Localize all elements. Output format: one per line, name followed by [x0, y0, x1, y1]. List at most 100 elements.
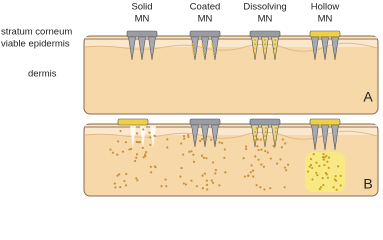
drug-dot — [184, 183, 188, 186]
needle-label: MN — [135, 14, 150, 25]
needle — [201, 36, 209, 61]
needle-base — [249, 118, 281, 126]
drug-dot — [286, 163, 290, 166]
drug-dot — [124, 141, 127, 144]
micro-hole — [150, 126, 156, 148]
coating — [211, 42, 215, 57]
drug-dot — [326, 160, 329, 163]
drug-dot — [142, 156, 145, 159]
drug-dot — [262, 47, 265, 50]
drug-dot — [195, 185, 198, 188]
drug-dot — [316, 173, 319, 177]
drug-dot — [283, 186, 286, 189]
drug-dot — [205, 157, 208, 160]
drug-dot — [259, 186, 262, 189]
needle — [321, 124, 329, 151]
drug-dot — [254, 39, 256, 41]
drug-dot — [224, 171, 227, 174]
coating — [191, 42, 195, 57]
drug-dot — [214, 169, 217, 172]
drug-dot — [206, 188, 209, 191]
drug-dot — [257, 158, 260, 161]
drug-dot — [182, 135, 186, 138]
drug-dot — [218, 184, 221, 187]
drug-dot — [322, 184, 325, 187]
drug-dot — [335, 188, 338, 191]
drug-dot — [264, 43, 266, 46]
drug-dot — [136, 179, 139, 182]
drug-cloud — [305, 152, 345, 192]
drug-dot — [306, 170, 310, 173]
drug-dot — [337, 165, 340, 168]
drug-dot — [144, 155, 147, 158]
drug-dot — [324, 171, 328, 175]
drug-dot — [263, 188, 266, 191]
layer-label: dermis — [28, 69, 57, 80]
drug-dot — [135, 132, 139, 135]
drug-dot — [111, 151, 114, 154]
coating — [201, 42, 205, 57]
layer-label: stratum corneum — [1, 27, 72, 38]
drug-dot — [334, 179, 338, 182]
drug-dot — [272, 135, 275, 137]
drug-dot — [265, 51, 268, 54]
drug-dot — [214, 172, 217, 175]
drug-dot — [242, 157, 245, 160]
needle — [211, 124, 219, 148]
diagram: Solid MN Coated MN Dissolving MN Hollow … — [1, 2, 379, 197]
drug-dot — [254, 135, 257, 137]
drug-dot — [256, 138, 259, 141]
drug-dot — [166, 146, 169, 149]
drug-dot — [164, 178, 167, 181]
drug-dot — [309, 163, 313, 167]
drug-dot — [210, 179, 213, 182]
drug-dot — [285, 169, 288, 172]
needle-base — [189, 118, 221, 126]
needle — [128, 36, 136, 61]
drug-dot — [221, 141, 224, 145]
drug-dot — [180, 142, 183, 145]
drug-dot — [274, 39, 277, 41]
drug-dot — [321, 177, 324, 180]
drug-dot — [312, 153, 315, 156]
drug-dot — [116, 153, 119, 156]
drug-dot — [125, 172, 128, 176]
needle-label: MN — [198, 14, 213, 25]
drug-dot — [123, 179, 126, 183]
drug-dot — [247, 174, 250, 177]
needle — [201, 124, 209, 148]
drug-dot — [322, 153, 325, 156]
drug-dot — [138, 141, 142, 144]
needle-label: MN — [318, 14, 333, 25]
drug-dot — [273, 145, 276, 148]
needle-base — [309, 118, 341, 126]
drug-dot — [281, 138, 284, 141]
drug-dot — [251, 169, 255, 172]
drug-dot — [149, 165, 152, 168]
needle-base — [189, 30, 221, 38]
drug-dot — [211, 181, 215, 184]
drug-dot — [318, 164, 321, 168]
needle — [331, 124, 339, 151]
drug-dot — [148, 131, 151, 134]
drug-dot — [260, 148, 263, 151]
drug-dot — [223, 148, 226, 151]
drug-dot — [309, 157, 313, 161]
drug-dot — [284, 142, 287, 145]
needle-base — [249, 30, 281, 38]
drug-dot — [256, 145, 259, 148]
drug-dot — [273, 139, 276, 141]
drug-dot — [141, 146, 144, 149]
drug-dot — [326, 176, 330, 179]
drug-dot — [245, 147, 248, 151]
needle-label: Solid — [131, 2, 152, 13]
drug-dot — [218, 141, 221, 144]
drug-dot — [264, 149, 267, 153]
drug-dot — [323, 156, 326, 159]
drug-dot — [210, 138, 213, 141]
drug-dot — [253, 51, 256, 54]
drug-dot — [116, 174, 119, 177]
drug-dot — [192, 153, 195, 156]
drug-dot — [311, 178, 314, 181]
panel-label: A — [363, 89, 373, 105]
